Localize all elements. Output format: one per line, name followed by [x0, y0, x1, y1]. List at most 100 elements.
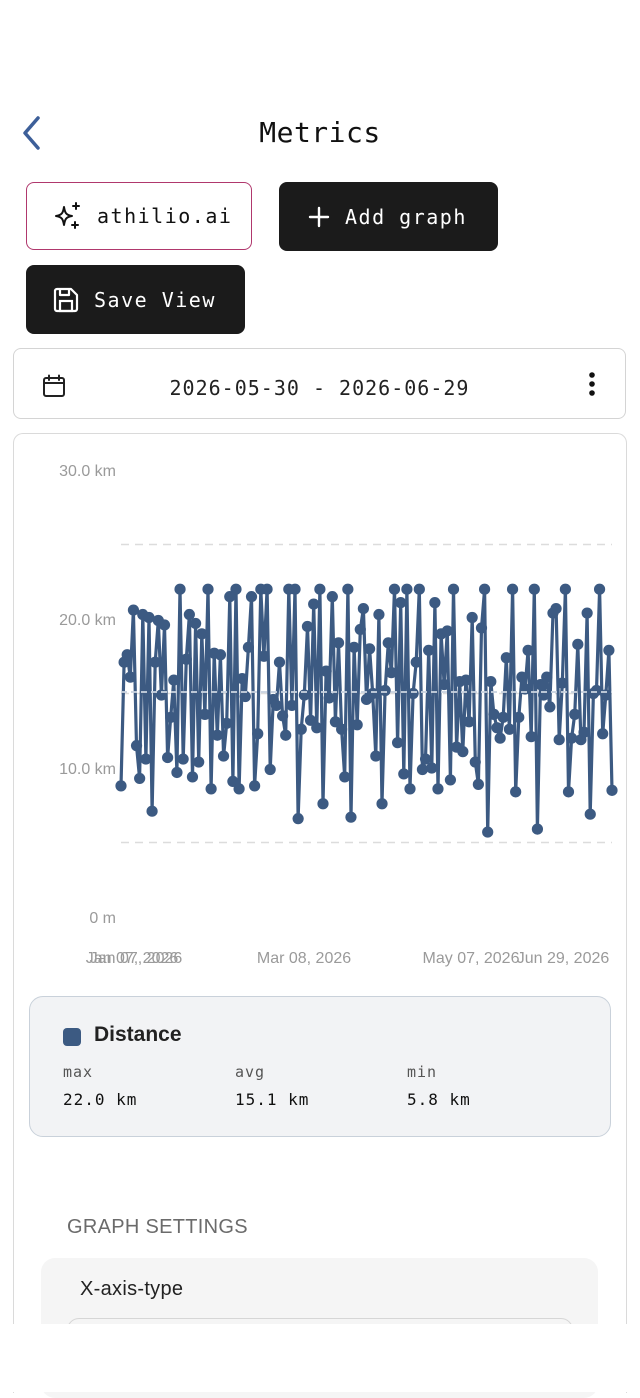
data-point: [249, 780, 261, 792]
data-point: [513, 711, 525, 723]
data-point: [534, 678, 547, 691]
data-point: [186, 771, 199, 783]
data-point: [584, 808, 596, 820]
data-point: [289, 583, 301, 595]
data-point: [239, 690, 251, 703]
x-axis-tick-label: Mar 08, 2026: [257, 950, 351, 967]
data-point: [351, 719, 363, 731]
data-point: [590, 684, 603, 697]
data-point: [572, 638, 584, 650]
data-point: [180, 653, 192, 665]
x-axis-tick-label: Jan 07, 2026: [90, 950, 183, 967]
stat-max-label: max: [63, 1063, 94, 1081]
page-title: Metrics: [259, 116, 381, 149]
y-axis-tick-label: 30.0 km: [59, 463, 116, 480]
data-point: [217, 750, 230, 762]
x-axis-tick-label: May 07, 2026: [423, 950, 520, 967]
plus-icon: [308, 206, 330, 227]
data-point: [566, 732, 578, 744]
data-point: [497, 711, 509, 723]
data-point: [581, 607, 593, 619]
data-point: [416, 763, 429, 776]
data-point: [444, 774, 457, 786]
data-point: [488, 708, 500, 720]
date-range-text: 2026-05-30 - 2026-06-29: [169, 376, 470, 400]
data-point: [221, 717, 233, 729]
data-point: [342, 583, 354, 595]
add-graph-button[interactable]: Add graph: [279, 182, 498, 251]
data-point: [345, 811, 357, 823]
stat-avg-value: 15.1 km: [235, 1090, 310, 1109]
data-point: [606, 784, 618, 796]
data-point: [134, 772, 146, 785]
back-button[interactable]: [18, 114, 48, 152]
date-range-picker[interactable]: 2026-05-30 - 2026-06-29: [13, 348, 626, 419]
data-point: [323, 692, 335, 704]
data-point: [578, 726, 590, 738]
data-point: [199, 708, 211, 720]
data-point: [168, 674, 180, 686]
data-point: [447, 583, 460, 595]
data-point: [211, 729, 223, 741]
data-point: [286, 699, 298, 712]
data-point: [261, 583, 273, 595]
data-point: [127, 604, 140, 616]
calendar-icon: [43, 374, 65, 397]
data-point: [516, 671, 528, 683]
data-point: [224, 591, 236, 603]
data-point: [423, 644, 435, 656]
data-point: [242, 641, 255, 653]
data-point: [183, 608, 195, 621]
data-point: [401, 583, 413, 595]
data-point: [379, 684, 391, 697]
data-point: [230, 583, 242, 595]
save-view-button[interactable]: Save View: [26, 265, 245, 334]
data-point: [314, 583, 326, 595]
y-axis-tick-label: 0 m: [89, 910, 116, 927]
sparkles-icon: [55, 202, 80, 229]
data-point: [510, 786, 522, 798]
data-point: [482, 826, 494, 838]
data-point: [506, 583, 519, 595]
data-point: [460, 674, 472, 686]
data-point: [491, 722, 503, 734]
data-point: [525, 731, 537, 743]
data-point: [478, 583, 491, 595]
data-point: [569, 708, 581, 720]
data-point: [264, 763, 276, 776]
data-point: [174, 583, 186, 595]
graph-card: 30.0 km 20.0 km 10.0 km 0 m Jan 07, 2026 Jan …: [13, 433, 627, 1393]
graph-settings-heading: GRAPH SETTINGS: [67, 1216, 248, 1238]
data-point: [407, 687, 419, 700]
data-point: [531, 823, 544, 835]
data-point: [124, 671, 136, 683]
athilio-ai-label: athilio.ai: [97, 204, 233, 228]
data-point: [165, 711, 177, 723]
chevron-left-icon: [23, 116, 40, 150]
data-point: [404, 783, 416, 795]
data-point: [130, 740, 143, 752]
data-point: [541, 671, 553, 683]
data-point: [273, 656, 286, 668]
distance-line-chart[interactable]: 30.0 km 20.0 km 10.0 km 0 m Jan 07, 2026Jan …: [14, 434, 628, 984]
add-graph-label: Add graph: [345, 204, 467, 229]
save-icon: [53, 287, 79, 312]
stat-min-value: 5.8 km: [407, 1090, 471, 1109]
data-point: [245, 591, 258, 603]
data-point: [193, 756, 205, 768]
data-point: [140, 753, 152, 765]
data-point: [196, 628, 208, 640]
data-point: [503, 723, 516, 735]
more-vertical-icon[interactable]: [582, 371, 602, 399]
data-point: [143, 611, 155, 624]
data-point: [556, 677, 568, 689]
athilio-ai-button[interactable]: athilio.ai: [26, 182, 252, 250]
stat-max-value: 22.0 km: [63, 1090, 138, 1109]
data-point: [276, 710, 289, 722]
data-point: [419, 753, 432, 765]
data-point: [270, 699, 282, 712]
data-point: [304, 714, 317, 726]
data-point: [385, 667, 397, 679]
data-point: [121, 649, 133, 661]
save-view-label: Save View: [94, 287, 216, 312]
